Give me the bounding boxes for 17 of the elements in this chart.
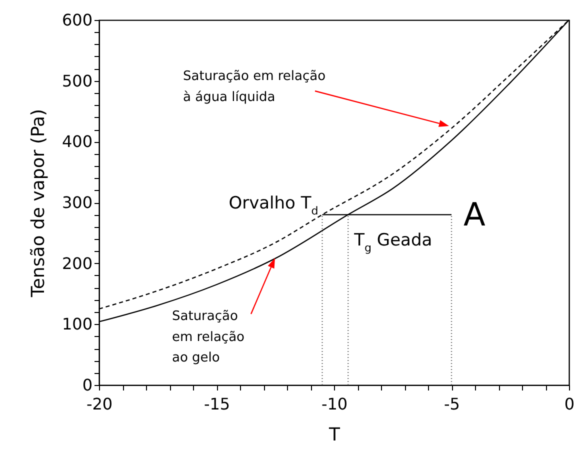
x-tick-label: -20 bbox=[86, 394, 113, 414]
y-tick-label: 500 bbox=[62, 71, 92, 90]
y-tick-label: 200 bbox=[62, 254, 92, 273]
y-tick-label: 300 bbox=[62, 193, 92, 212]
y-tick-label: 400 bbox=[62, 132, 92, 152]
annotation: A bbox=[464, 196, 486, 234]
x-tick-label: -15 bbox=[204, 394, 230, 414]
annotation: Saturação em relação ao gelo bbox=[172, 309, 245, 366]
y-axis-title: Tensão de vapor (Pa) bbox=[28, 108, 49, 298]
annotation: Saturação em relação à água líquida bbox=[183, 69, 326, 105]
x-axis-title: T bbox=[328, 424, 341, 446]
y-tick-label: 0 bbox=[82, 376, 92, 394]
x-tick-label: 0 bbox=[564, 394, 575, 414]
y-tick-label: 600 bbox=[62, 10, 92, 30]
y-tick-label: 100 bbox=[62, 314, 92, 334]
x-tick-label: -5 bbox=[444, 394, 460, 414]
x-tick-label: -10 bbox=[321, 394, 348, 414]
